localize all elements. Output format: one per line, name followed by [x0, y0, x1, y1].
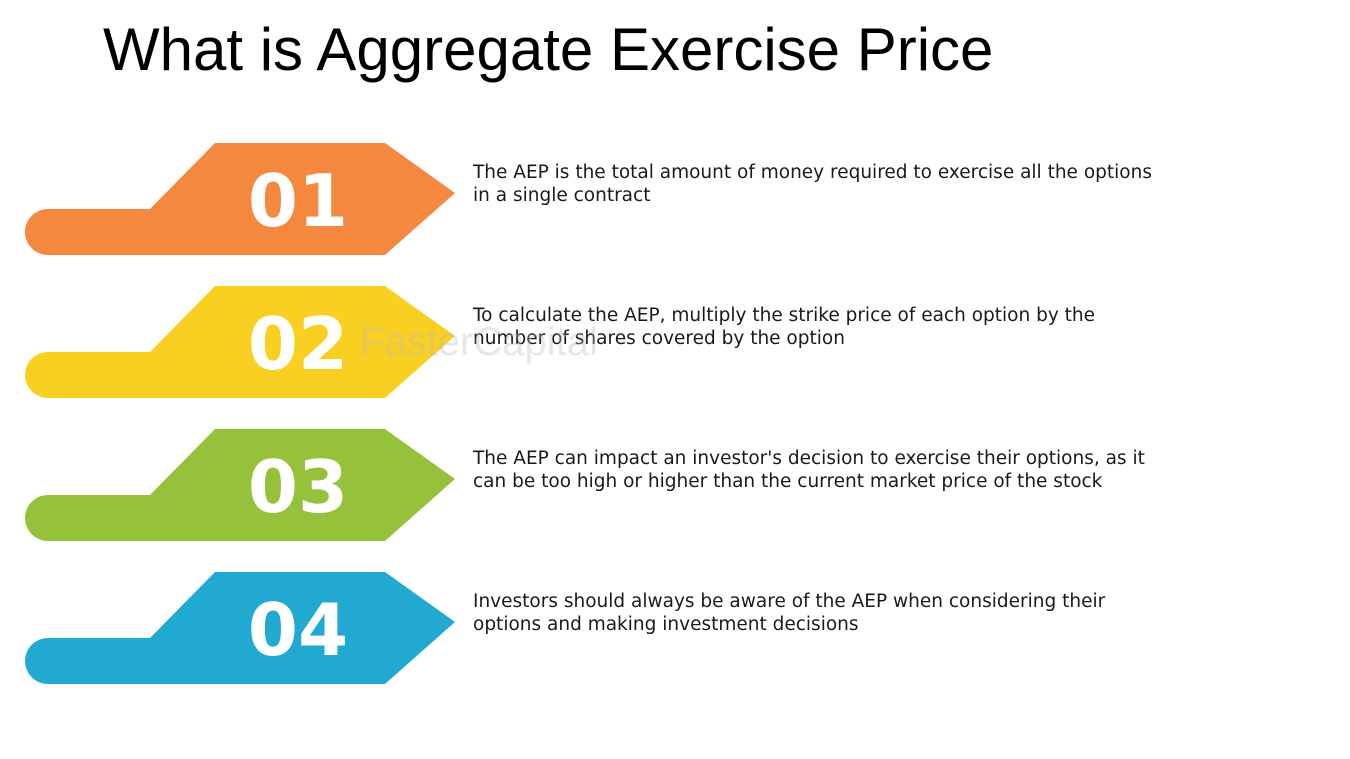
- title: What is Aggregate Exercise Price: [103, 16, 993, 83]
- step-description: Investors should always be aware of the …: [473, 591, 1106, 612]
- step-description: can be too high or higher than the curre…: [473, 471, 1103, 492]
- step-description: options and making investment decisions: [473, 614, 859, 635]
- arrow-banner: [25, 286, 455, 398]
- step-description: To calculate the AEP, multiply the strik…: [472, 305, 1095, 326]
- arrow-banner: [25, 429, 455, 541]
- step-description: in a single contract: [473, 185, 650, 206]
- arrow-banner: [25, 143, 455, 255]
- step-number: 04: [248, 588, 348, 672]
- step-description: The AEP can impact an investor's decisio…: [472, 448, 1145, 469]
- watermark: FasterCapital: [360, 320, 598, 364]
- step-description: The AEP is the total amount of money req…: [472, 162, 1152, 183]
- step-number: 03: [248, 445, 348, 529]
- step-number: 02: [248, 302, 348, 386]
- step-description: number of shares covered by the option: [473, 328, 845, 349]
- step-number: 01: [248, 159, 348, 243]
- arrow-banner: [25, 572, 455, 684]
